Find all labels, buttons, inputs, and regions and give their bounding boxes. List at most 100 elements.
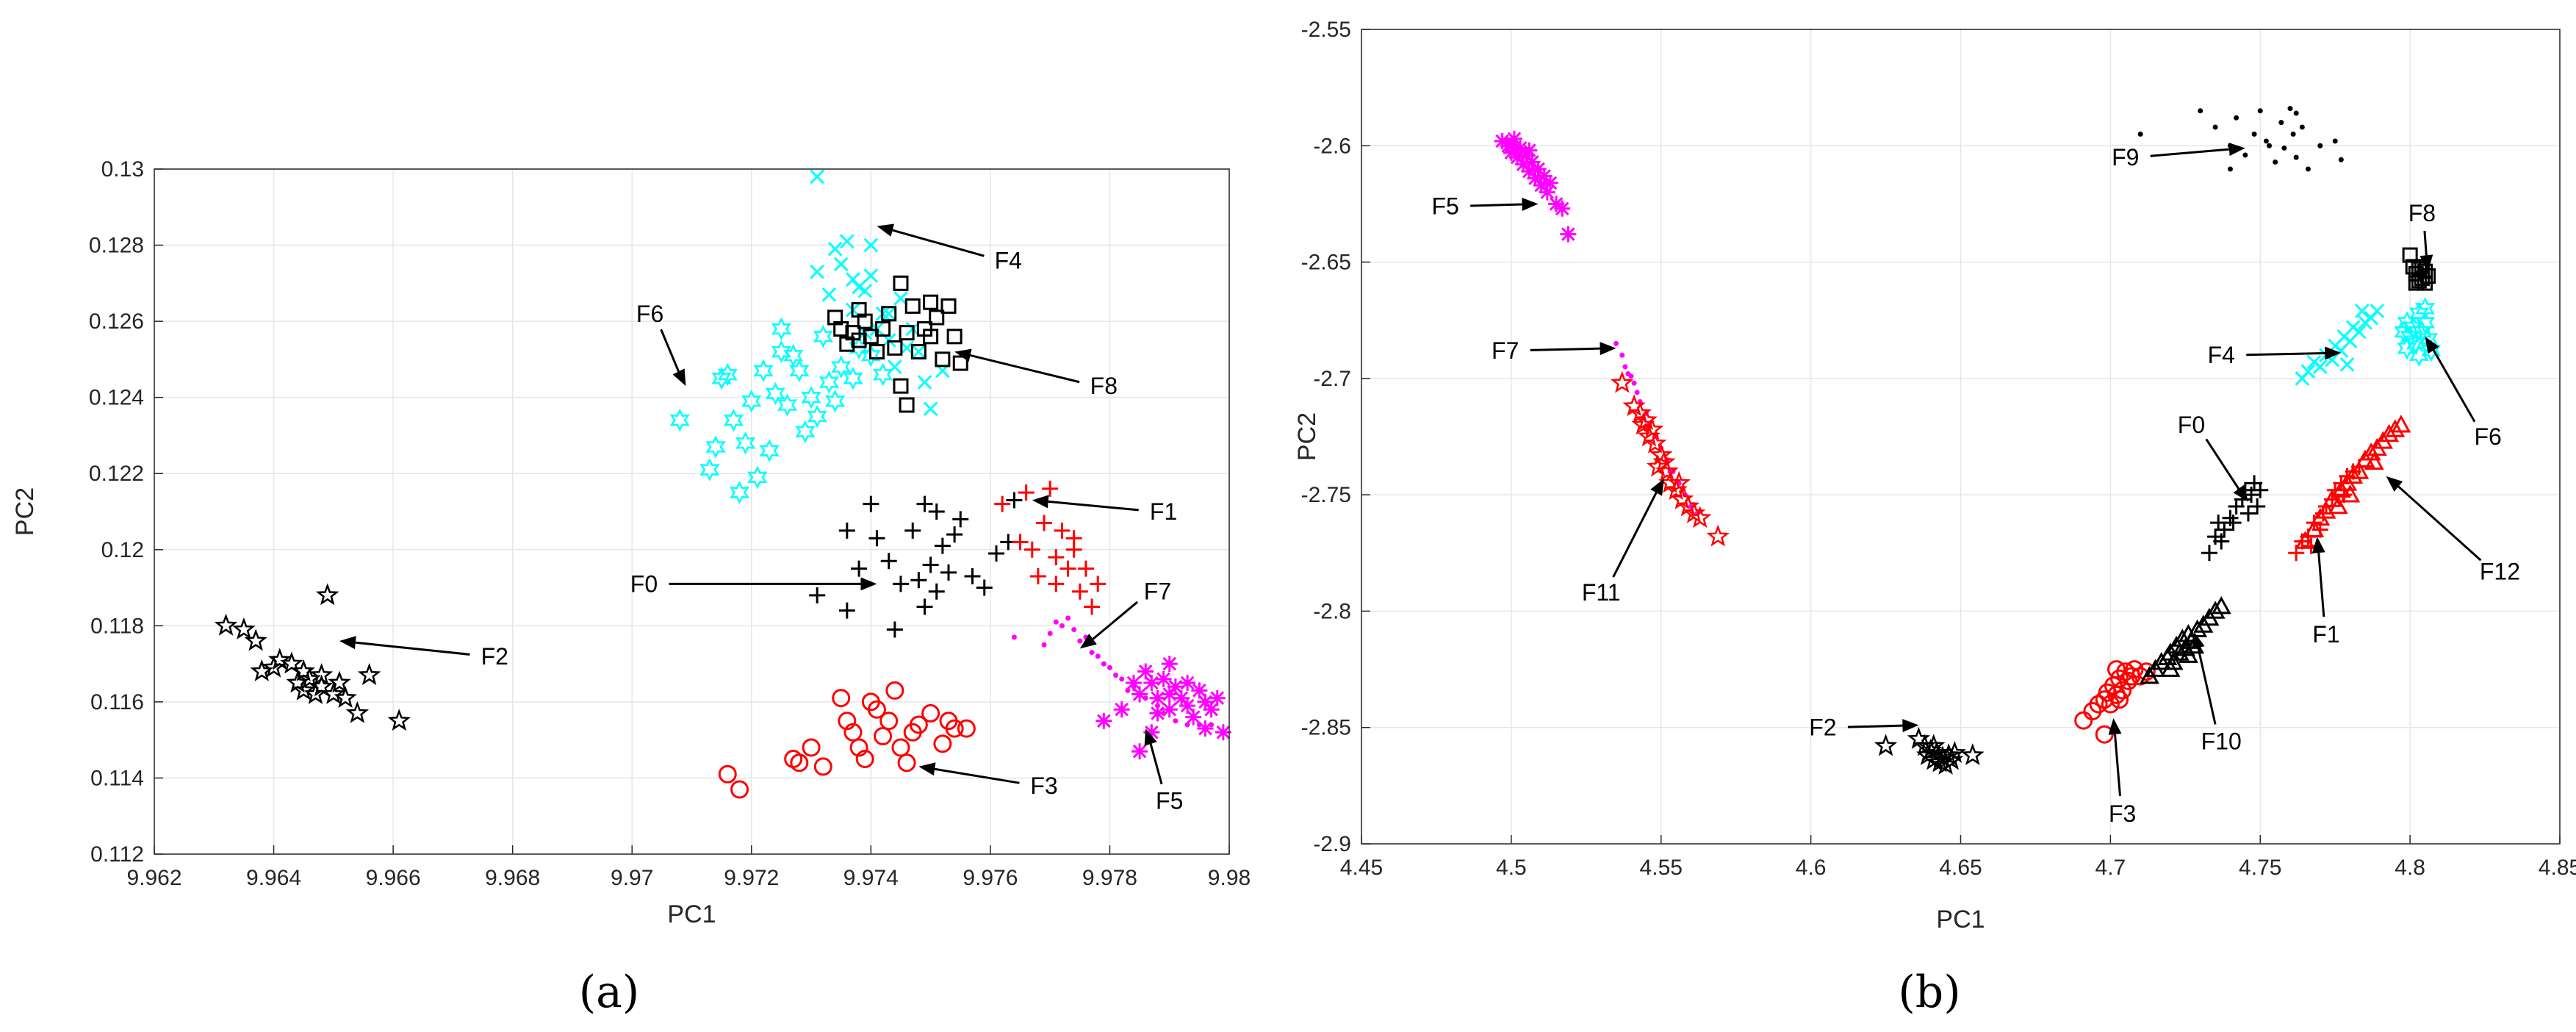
data-point-f6 (699, 458, 720, 481)
data-point-f0 (964, 568, 981, 585)
data-point-f3 (2119, 671, 2138, 690)
annotation-arrow-line (2423, 230, 2428, 256)
data-point-f5 (1209, 689, 1226, 706)
data-point-f8 (904, 298, 921, 314)
x-tick-label: 4.7 (2095, 856, 2126, 880)
data-point-f2 (387, 709, 411, 731)
annotation-f5: F5 (1144, 728, 1183, 814)
data-point-f3 (2107, 660, 2126, 679)
annotation-label: F1 (2312, 621, 2339, 648)
annotation-arrow-line (1149, 743, 1163, 785)
annotation-arrowhead (2233, 484, 2248, 502)
data-point-f0 (910, 572, 927, 589)
x-tick-label: 9.972 (724, 866, 779, 890)
data-point-f8 (2402, 247, 2418, 263)
data-point-f3 (2089, 695, 2108, 714)
data-point-f5 (1125, 675, 1142, 691)
annotation-f10: F10 (2192, 631, 2242, 755)
y-tick-label: -2.55 (1301, 18, 1351, 42)
data-point-f7 (1089, 650, 1095, 656)
panel-label-b: (b) (1898, 967, 1960, 1018)
annotation-arrowhead (860, 577, 877, 591)
data-point-f7 (1107, 664, 1112, 670)
data-point-f7 (1095, 653, 1101, 659)
data-point-f4 (2312, 359, 2328, 374)
annotation-arrow-line (934, 767, 1020, 784)
y-tick-label: 0.128 (89, 234, 144, 258)
data-point-f6 (747, 465, 768, 490)
data-point-f6 (2414, 297, 2436, 320)
data-point-f1 (1077, 560, 1094, 577)
data-point-f4 (2339, 357, 2355, 372)
data-point-f3 (838, 712, 857, 731)
data-point-f0 (1006, 492, 1023, 509)
annotation-label: F11 (1582, 579, 1621, 606)
annotation-f6: F6 (2425, 336, 2502, 450)
data-point-f5 (1161, 686, 1178, 703)
data-point-f3 (802, 738, 821, 757)
annotation-f9: F9 (2112, 143, 2245, 171)
data-point-f0 (976, 579, 993, 596)
y-tick-label: 0.122 (89, 462, 144, 486)
data-point-f2 (1874, 734, 1898, 756)
x-tick-label: 4.6 (1796, 856, 1827, 880)
annotation-label: F0 (2178, 412, 2205, 438)
annotation-f2: F2 (1809, 714, 1919, 741)
data-point-f8 (875, 320, 891, 337)
data-point-f4 (2300, 364, 2316, 379)
annotation-arrowhead (2420, 254, 2433, 272)
data-point-f7 (1071, 627, 1077, 633)
data-point-f6 (759, 439, 780, 462)
data-point-f5 (1185, 709, 1202, 725)
data-point-f10 (2169, 642, 2190, 661)
annotation-arrowhead (2325, 346, 2342, 360)
data-point-f0 (868, 530, 885, 547)
data-point-f9 (2198, 108, 2203, 114)
data-point-f3 (867, 700, 886, 719)
data-point-f3 (897, 753, 916, 773)
data-point-f7 (1125, 687, 1131, 693)
annotation-label: F10 (2201, 728, 2242, 755)
data-point-f0 (838, 522, 855, 539)
data-point-f5 (1173, 689, 1190, 706)
data-point-f6 (813, 325, 834, 348)
data-point-f3 (718, 764, 737, 784)
data-point-f3 (2101, 695, 2120, 714)
data-point-f4 (2355, 304, 2370, 318)
data-point-f1 (1090, 576, 1107, 592)
data-point-f8 (851, 332, 867, 348)
data-point-f3 (832, 689, 851, 708)
data-point-f5 (1167, 678, 1184, 695)
data-point-f4 (863, 268, 879, 283)
data-point-f6 (753, 359, 774, 383)
data-point-f2 (309, 674, 334, 697)
data-point-f9 (2266, 143, 2272, 148)
annotation-arrow-line (660, 329, 680, 373)
data-point-f0 (2210, 515, 2227, 531)
y-tick-label: 0.12 (101, 538, 144, 562)
data-point-f9 (2299, 124, 2305, 130)
data-point-f5 (1530, 160, 1547, 177)
plot-frame-a (154, 168, 1230, 855)
annotation-arrowhead (1600, 342, 1616, 356)
data-point-f5 (1197, 720, 1214, 737)
data-point-f3 (957, 719, 976, 738)
annotation-arrowhead (2425, 336, 2439, 354)
data-point-f12 (2316, 501, 2336, 519)
data-point-f8 (923, 294, 939, 310)
annotation-label: F8 (1090, 373, 1118, 399)
data-point-f4 (827, 241, 843, 257)
data-point-f2 (328, 670, 351, 693)
data-point-f8 (868, 344, 885, 360)
chart-a: 9.962 9.964 9.966 9.968 9.97 9.972 9.974 9.976 9… (11, 157, 1251, 928)
data-point-f8 (2417, 275, 2433, 291)
data-point-f0 (863, 495, 879, 512)
data-point-f5 (1518, 146, 1535, 163)
annotation-arrow-line (2246, 351, 2325, 356)
series-f7-a (1011, 615, 1215, 728)
data-point-f7 (1113, 673, 1119, 678)
data-point-f4 (923, 401, 938, 417)
data-point-f0 (988, 545, 1005, 562)
data-point-f4 (857, 283, 873, 298)
x-tick-label: 4.75 (2239, 856, 2281, 880)
